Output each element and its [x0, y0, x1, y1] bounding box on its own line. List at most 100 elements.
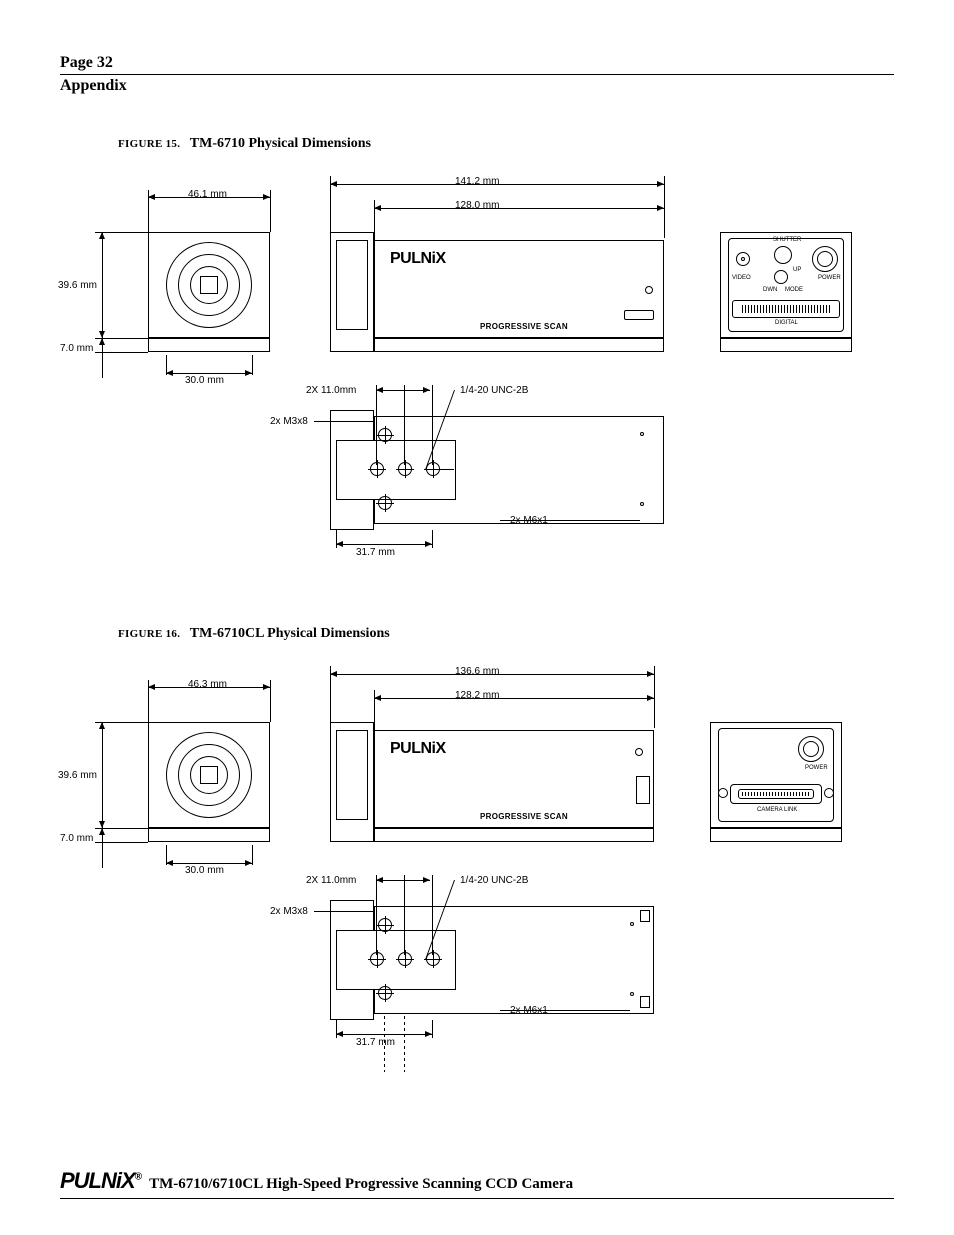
rear-label-cameralink: CAMERA LINK [757, 807, 797, 813]
arrow-icon [263, 684, 270, 690]
connector-pins [742, 305, 830, 313]
ext-line [270, 190, 271, 232]
side-cameralink-notch [636, 776, 650, 804]
arrow-icon [657, 205, 664, 211]
arrow-icon [148, 684, 155, 690]
dim-line-11 [376, 880, 430, 881]
rear-power-inner [817, 251, 833, 267]
screw-hole-icon [398, 952, 412, 966]
leader [314, 911, 374, 912]
front-base [148, 338, 270, 352]
dim-front-width: 46.3 mm [188, 679, 227, 690]
dim-128b: 128.2 mm [455, 690, 499, 701]
dim-line-30 [166, 863, 252, 864]
side-base [374, 338, 664, 352]
figure-title: TM-6710CL Physical Dimensions [190, 626, 390, 641]
registered-mark: ® [135, 1172, 141, 1183]
ext-line [270, 680, 271, 722]
arrow-icon [647, 695, 654, 701]
arrow-icon [376, 877, 383, 883]
ext-line [336, 530, 337, 548]
ext-line [376, 875, 377, 955]
figure-15: FIGURE 15. TM-6710 Physical Dimensions [118, 136, 371, 152]
ext-line [664, 176, 665, 238]
figure-label: FIGURE 15. [118, 138, 180, 150]
centerline [404, 1016, 405, 1072]
side-led [635, 748, 643, 756]
dim-line-128b [374, 698, 654, 699]
ext-line [376, 385, 377, 465]
figure-15-drawing: 46.1 mm 39.6 mm 7.0 mm 30.0 mm PULNiX PR… [60, 170, 894, 580]
screw-hole-icon [370, 952, 384, 966]
arrow-icon [425, 541, 432, 547]
leader [500, 520, 640, 521]
dim-141: 141.2 mm [455, 176, 499, 187]
connector-pins [742, 792, 810, 796]
arrow-icon [99, 722, 105, 729]
ext-line [95, 842, 148, 843]
dim-128: 128.0 mm [455, 200, 499, 211]
rear-dial-2 [774, 270, 788, 284]
figure-16: FIGURE 16. TM-6710CL Physical Dimensions [118, 626, 390, 642]
arrow-icon [99, 331, 105, 338]
dim-2x11: 2X 11.0mm [306, 875, 356, 886]
page-footer: PULNiX® TM-6710/6710CL High-Speed Progre… [60, 1168, 894, 1199]
ext-line [252, 845, 253, 865]
side-notch [624, 310, 654, 320]
progressive-scan-label: PROGRESSIVE SCAN [480, 812, 568, 821]
arrow-icon [423, 877, 430, 883]
ext-line [336, 1020, 337, 1038]
dim-m3x8: 2x M3x8 [270, 416, 308, 427]
rear-label-dwn: DWN [763, 287, 777, 293]
screw-hole-icon [398, 462, 412, 476]
arrow-icon [99, 232, 105, 239]
rear-label-shutter: SHUTTER [773, 237, 801, 243]
ext-line [654, 666, 655, 728]
dim-30mm: 30.0 mm [185, 865, 224, 876]
rear-base [710, 828, 842, 842]
ext-line [404, 875, 405, 955]
arrow-icon [148, 194, 155, 200]
header-rule [60, 74, 894, 75]
dim-m3x8: 2x M3x8 [270, 906, 308, 917]
dim-317: 31.7 mm [356, 1037, 395, 1048]
figure-16-drawing: 46.3 mm 39.6 mm 7.0 mm 30.0 mm PULNiX PR… [60, 660, 894, 1090]
rear-cl-screw-r [824, 788, 834, 798]
page-header: Page 32 Appendix [60, 54, 894, 95]
side-base [374, 828, 654, 842]
front-base [148, 828, 270, 842]
ext-line [95, 352, 148, 353]
rear-dial-shutter [774, 246, 792, 264]
dot-icon [640, 432, 644, 436]
sensor-rect [200, 766, 218, 784]
rear-label-power: POWER [805, 765, 828, 771]
arrow-icon [245, 370, 252, 376]
bottom-cl-notch-1 [640, 910, 650, 922]
sensor-rect [200, 276, 218, 294]
rear-base [720, 338, 852, 352]
screw-hole-icon [378, 986, 392, 1000]
side-led [645, 286, 653, 294]
ext-line [404, 385, 405, 465]
screw-hole-icon [378, 918, 392, 932]
ext-line [432, 1020, 433, 1038]
dim-7mm: 7.0 mm [60, 833, 93, 844]
bottom-cl-notch-2 [640, 996, 650, 1008]
screw-hole-icon [370, 462, 384, 476]
arrow-icon [166, 370, 173, 376]
arrow-icon [245, 860, 252, 866]
figure-title: TM-6710 Physical Dimensions [190, 136, 371, 151]
ext-line [95, 722, 148, 723]
arrow-icon [423, 387, 430, 393]
arrow-icon [374, 205, 381, 211]
dot-icon [630, 992, 634, 996]
ext-line [148, 680, 149, 722]
dim-line-fh [102, 232, 103, 338]
dim-line-30 [166, 373, 252, 374]
rear-cl-screw-l [718, 788, 728, 798]
screw-hole-icon [426, 952, 440, 966]
side-lens-inner [336, 730, 368, 820]
progressive-scan-label: PROGRESSIVE SCAN [480, 322, 568, 331]
dim-unc: 1/4-20 UNC-2B [460, 385, 528, 396]
dot-icon [640, 502, 644, 506]
